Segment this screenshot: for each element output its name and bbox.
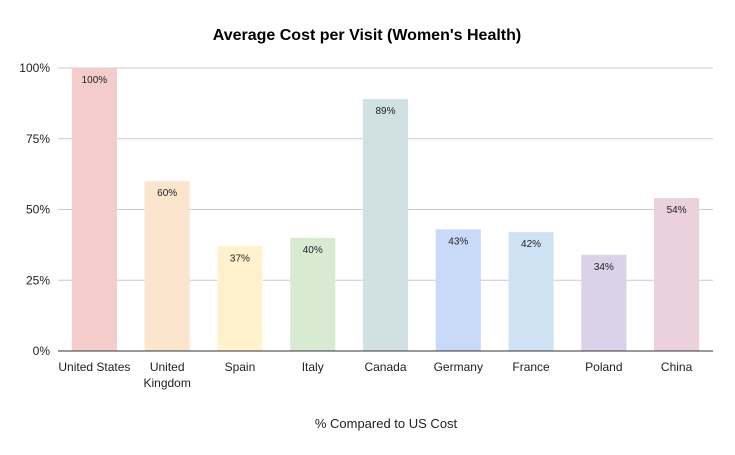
x-tick-label: Italy bbox=[302, 360, 324, 374]
data-label: 34% bbox=[594, 262, 614, 273]
data-label: 100% bbox=[82, 75, 108, 86]
x-tick-label: China bbox=[661, 360, 693, 374]
bar bbox=[217, 246, 263, 351]
data-label: 54% bbox=[667, 205, 687, 216]
x-tick-label: Spain bbox=[225, 360, 256, 374]
data-label: 42% bbox=[521, 239, 541, 250]
data-label: 43% bbox=[448, 236, 468, 247]
bar bbox=[290, 237, 336, 351]
data-label: 60% bbox=[157, 188, 177, 199]
bars bbox=[71, 68, 700, 351]
x-tick-label: United Kingdom bbox=[143, 360, 190, 390]
data-label: 89% bbox=[375, 106, 395, 117]
data-labels: 100% 60% 37% 40% 89% 43% 42% 34% 54% bbox=[82, 75, 687, 273]
x-tick-label: Canada bbox=[364, 360, 406, 374]
x-axis-title: % Compared to US Cost bbox=[315, 416, 458, 431]
data-label: 37% bbox=[230, 253, 250, 264]
chart-title: Average Cost per Visit (Women's Health) bbox=[213, 27, 521, 44]
y-tick-label: 100% bbox=[19, 61, 50, 75]
y-tick-label: 0% bbox=[33, 344, 51, 358]
data-label: 40% bbox=[303, 245, 323, 256]
bar bbox=[508, 232, 554, 351]
bar bbox=[362, 99, 409, 351]
bar bbox=[654, 198, 700, 351]
x-axis-ticks: United States United Kingdom Spain Italy Cana… bbox=[58, 360, 692, 390]
y-tick-label: 75% bbox=[26, 132, 50, 146]
y-axis-ticks: 0% 25% 50% 75% 100% bbox=[19, 61, 50, 358]
bar bbox=[144, 181, 190, 351]
bar bbox=[71, 68, 117, 351]
x-tick-label: United States bbox=[58, 360, 130, 374]
y-tick-label: 50% bbox=[26, 203, 50, 217]
x-tick-label: Poland bbox=[585, 360, 622, 374]
x-tick-label: Germany bbox=[434, 360, 483, 374]
y-tick-label: 25% bbox=[26, 273, 50, 287]
bar bbox=[435, 229, 481, 351]
x-tick-label: France bbox=[512, 360, 550, 374]
bar bbox=[581, 254, 627, 351]
